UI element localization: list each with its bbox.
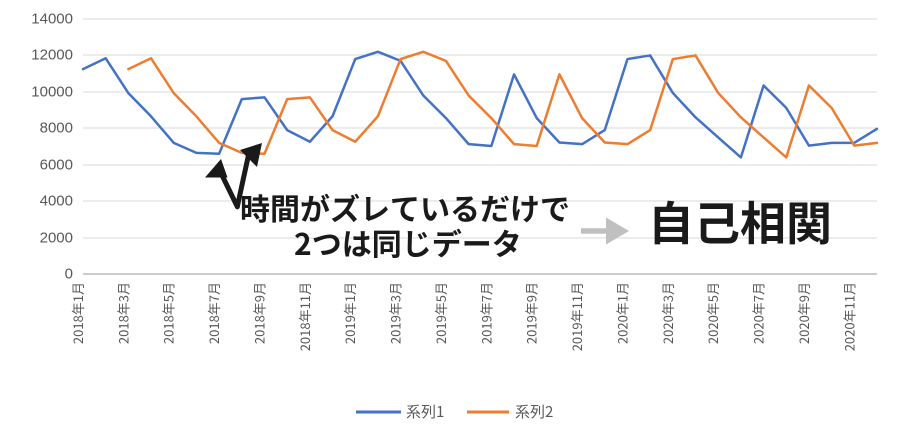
svg-text:8000: 8000: [40, 120, 73, 137]
svg-text:2019年1月: 2019年1月: [340, 282, 359, 344]
svg-text:2018年7月: 2018年7月: [204, 282, 223, 344]
svg-text:2020年3月: 2020年3月: [658, 282, 677, 344]
svg-text:2018年11月: 2018年11月: [295, 282, 314, 351]
svg-text:2018年9月: 2018年9月: [249, 282, 268, 344]
svg-text:4000: 4000: [40, 193, 73, 210]
svg-text:2018年3月: 2018年3月: [113, 282, 132, 344]
svg-text:2018年1月: 2018年1月: [68, 282, 87, 344]
svg-text:2000: 2000: [40, 230, 73, 247]
svg-text:2020年7月: 2020年7月: [749, 282, 768, 344]
svg-text:2019年9月: 2019年9月: [522, 282, 541, 344]
svg-text:系列2: 系列2: [515, 401, 553, 422]
svg-text:2020年5月: 2020年5月: [703, 282, 722, 344]
svg-text:0: 0: [65, 266, 73, 283]
svg-text:2020年1月: 2020年1月: [612, 282, 631, 344]
svg-text:2019年11月: 2019年11月: [567, 282, 586, 351]
svg-text:2019年7月: 2019年7月: [476, 282, 495, 344]
svg-text:14000: 14000: [31, 11, 73, 28]
svg-text:2019年3月: 2019年3月: [386, 282, 405, 344]
svg-text:12000: 12000: [31, 47, 73, 64]
svg-text:2019年5月: 2019年5月: [431, 282, 450, 344]
svg-text:2020年11月: 2020年11月: [839, 282, 858, 351]
svg-text:2018年5月: 2018年5月: [159, 282, 178, 344]
svg-text:自己相関: 自己相関: [648, 188, 832, 254]
svg-text:10000: 10000: [31, 84, 73, 101]
svg-text:系列1: 系列1: [406, 401, 444, 422]
svg-text:6000: 6000: [40, 157, 73, 174]
svg-text:2つは同じデータ: 2つは同じデータ: [294, 220, 522, 264]
svg-text:2020年9月: 2020年9月: [794, 282, 813, 344]
